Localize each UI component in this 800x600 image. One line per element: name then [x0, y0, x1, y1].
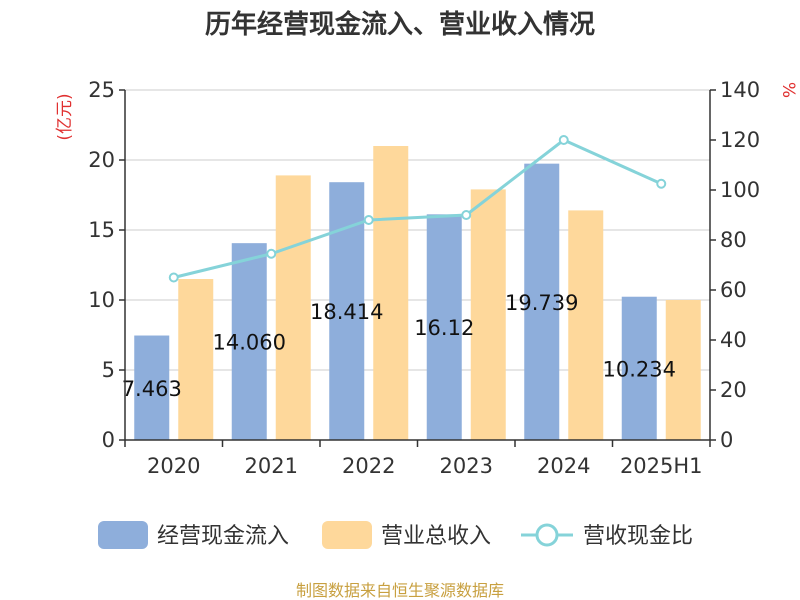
bar-s1-4 — [568, 210, 604, 440]
bar-s1-1 — [275, 175, 311, 440]
legend-label-2: 营收现金比 — [583, 524, 693, 549]
bar-s1-5 — [665, 300, 701, 440]
line-point-3 — [461, 210, 472, 220]
bars-group — [134, 146, 701, 441]
data-label-5: 10.234 — [603, 357, 676, 381]
right-axis-unit: % — [778, 82, 798, 98]
y-right-tick-label-3: 60 — [720, 278, 747, 302]
y-right-tick-label-5: 100 — [720, 178, 760, 202]
y-right-tick-label-6: 120 — [720, 128, 760, 152]
legend-swatch-marker-2 — [535, 523, 559, 547]
x-tick-label-1: 2021 — [245, 454, 298, 478]
bar-s0-1 — [231, 243, 267, 440]
bar-s0-3 — [426, 214, 462, 440]
line-series-0 — [173, 138, 662, 279]
line-series-group — [168, 135, 667, 283]
legend-swatch-0 — [98, 521, 148, 549]
bar-s1-3 — [470, 189, 506, 440]
y-left-tick-label-2: 10 — [88, 288, 115, 312]
y-right-tick-label-1: 20 — [720, 378, 747, 402]
y-right-tick-label-4: 80 — [720, 228, 747, 252]
data-label-2: 18.414 — [310, 300, 383, 324]
source-text: 制图数据来自恒生聚源数据库 — [296, 581, 504, 600]
line-point-5 — [656, 178, 667, 189]
y-right-tick-label-7: 140 — [720, 78, 760, 102]
bar-s1-2 — [373, 146, 409, 440]
line-point-2 — [363, 215, 374, 225]
y-left-tick-label-1: 5 — [102, 358, 115, 382]
y-right-tick-label-2: 40 — [720, 328, 747, 352]
bar-s0-0 — [134, 335, 170, 440]
data-label-3: 16.12 — [414, 316, 474, 340]
bar-s0-5 — [621, 296, 657, 440]
y-right-tick-label-0: 0 — [720, 428, 733, 452]
line-point-1 — [266, 248, 277, 259]
bar-s0-4 — [524, 163, 560, 441]
data-label-1: 14.060 — [213, 331, 286, 355]
chart-title: 历年经营现金流入、营业收入情况 — [205, 9, 595, 40]
x-tick-label-2: 2022 — [342, 454, 395, 478]
y-left-tick-label-5: 25 — [88, 78, 115, 102]
legend-swatch-1 — [322, 521, 372, 549]
x-tick-label-4: 2024 — [537, 454, 590, 478]
left-axis-unit: (亿元) — [55, 93, 75, 140]
line-point-0 — [168, 272, 179, 283]
y-left-tick-label-3: 15 — [88, 218, 115, 242]
data-labels-group: 7.463 14.060 18.414 16.12 19.739 10.234 — [122, 291, 676, 401]
data-label-4: 19.739 — [505, 291, 578, 315]
grid-lines — [125, 89, 710, 371]
axes-group: 0 5 10 15 20 25 0 20 40 60 80 100 120 140 2020 2021 2022… — [88, 78, 760, 478]
x-tick-label-0: 2020 — [147, 454, 200, 478]
x-tick-label-5: 2025H1 — [620, 454, 703, 478]
y-left-tick-label-4: 20 — [88, 148, 115, 172]
y-left-tick-label-0: 0 — [102, 428, 115, 452]
legend-label-0: 经营现金流入 — [157, 524, 289, 549]
bar-s0-2 — [329, 182, 365, 441]
data-label-0: 7.463 — [122, 377, 182, 401]
bar-s1-0 — [178, 279, 214, 440]
legend-label-1: 营业总收入 — [381, 524, 491, 549]
legend: 经营现金流入 营业总收入 营收现金比 — [98, 521, 693, 549]
x-tick-label-3: 2023 — [440, 454, 493, 478]
line-point-4 — [558, 135, 569, 145]
